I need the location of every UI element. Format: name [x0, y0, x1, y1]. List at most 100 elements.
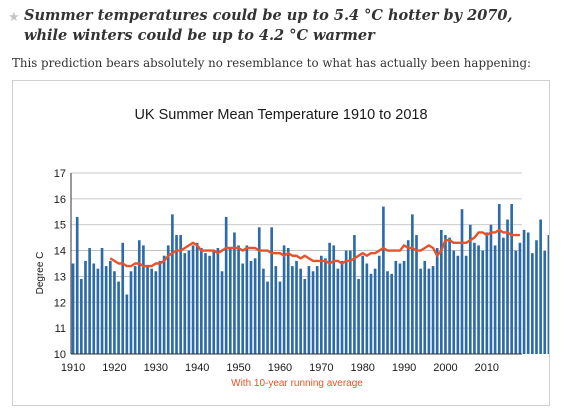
x-tick-label: 1990 — [392, 362, 416, 374]
bar — [510, 204, 513, 354]
bar — [137, 240, 141, 354]
bar — [522, 229, 526, 354]
bar — [394, 260, 398, 354]
x-tick-label: 1950 — [226, 362, 250, 374]
bar — [117, 281, 120, 354]
y-axis-label: Degree C — [35, 252, 46, 295]
bar — [431, 266, 435, 354]
bar — [535, 240, 538, 354]
bar — [348, 250, 352, 354]
bar — [158, 260, 162, 354]
bar — [200, 247, 203, 354]
bar — [390, 273, 393, 354]
y-tick-label: 13 — [54, 271, 66, 283]
bar — [274, 266, 278, 354]
x-tick-label: 1910 — [61, 362, 85, 374]
bar — [456, 255, 460, 354]
bar — [423, 260, 427, 354]
bar — [373, 268, 377, 354]
bar — [547, 235, 549, 354]
bar — [224, 216, 228, 354]
bar — [336, 268, 340, 354]
bar — [179, 235, 182, 354]
bar — [84, 260, 87, 354]
bar — [464, 255, 468, 354]
running-average-line — [109, 228, 520, 268]
bar — [493, 245, 497, 354]
bar — [353, 235, 356, 354]
bar — [307, 266, 311, 354]
bar — [142, 245, 145, 354]
bar — [262, 268, 265, 354]
bar — [121, 242, 125, 354]
bar — [311, 271, 315, 354]
bar — [320, 255, 323, 354]
bar — [195, 242, 199, 354]
bar — [332, 245, 336, 354]
bar — [233, 232, 236, 354]
bar — [439, 229, 443, 354]
heading-text: Summer temperatures could be up to 5.4 °… — [24, 7, 513, 44]
bar — [481, 250, 485, 354]
bar — [489, 224, 493, 354]
bar — [129, 271, 133, 354]
bar — [175, 235, 178, 354]
bar — [402, 260, 406, 354]
x-tick-label: 1930 — [144, 362, 168, 374]
bar — [506, 219, 509, 354]
bar — [104, 266, 108, 354]
article-heading: ★ Summer temperatures could be up to 5.4… — [8, 6, 548, 46]
bar — [228, 247, 232, 354]
bar — [187, 250, 191, 354]
y-tick-label: 16 — [54, 194, 66, 206]
bar — [477, 245, 480, 354]
bar — [452, 250, 456, 354]
bar — [146, 266, 149, 354]
y-tick-label: 14 — [54, 246, 66, 258]
bar — [208, 255, 211, 354]
bar — [386, 271, 389, 354]
bar — [448, 237, 451, 354]
bar — [419, 268, 422, 354]
bar — [212, 250, 216, 354]
bar — [531, 253, 534, 354]
bar — [299, 268, 302, 354]
x-tick-label: 2000 — [433, 362, 457, 374]
bar — [526, 232, 530, 354]
y-tick-labels: 10 11 12 13 14 15 16 17 — [54, 168, 66, 361]
chart-title: UK Summer Mean Temperature 1910 to 2018 — [134, 107, 427, 123]
bar — [543, 250, 547, 354]
bar — [340, 260, 344, 354]
bar — [468, 224, 472, 354]
bar — [328, 242, 331, 354]
bar — [96, 268, 100, 354]
bar — [415, 235, 418, 354]
x-tick-label: 1940 — [185, 362, 209, 374]
bar — [113, 271, 116, 354]
bars — [71, 204, 549, 354]
bar — [286, 247, 290, 354]
bar — [303, 279, 307, 354]
intro-paragraph: This prediction bears absolutely no rese… — [12, 56, 532, 70]
bar — [216, 247, 220, 354]
bar — [435, 247, 439, 354]
bar — [365, 263, 369, 354]
bar — [266, 281, 269, 354]
bar — [398, 263, 402, 354]
y-tick-label: 17 — [54, 168, 66, 180]
bar — [108, 260, 112, 354]
bar — [460, 209, 464, 354]
bar — [278, 281, 282, 354]
bar — [295, 260, 298, 354]
bar — [154, 271, 158, 354]
x-tick-label: 1980 — [350, 362, 374, 374]
bar — [245, 245, 249, 354]
bar — [241, 263, 245, 354]
y-tick-label: 15 — [54, 220, 66, 232]
bar — [92, 263, 96, 354]
bar — [171, 214, 174, 354]
x-tick-label: 2010 — [475, 362, 499, 374]
bar — [444, 235, 447, 354]
bar — [71, 263, 75, 354]
bar — [100, 247, 104, 354]
